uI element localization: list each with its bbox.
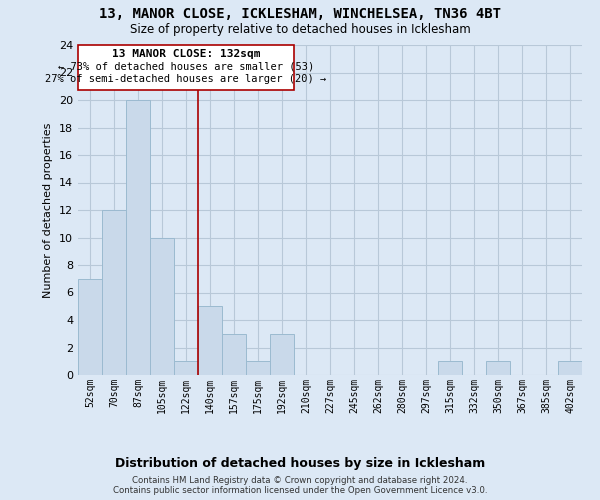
Text: Contains HM Land Registry data © Crown copyright and database right 2024.
Contai: Contains HM Land Registry data © Crown c… <box>113 476 487 495</box>
Text: 27% of semi-detached houses are larger (20) →: 27% of semi-detached houses are larger (… <box>46 74 326 84</box>
Bar <box>198 306 222 375</box>
Bar <box>558 361 582 375</box>
Text: 13 MANOR CLOSE: 132sqm: 13 MANOR CLOSE: 132sqm <box>112 49 260 59</box>
Bar <box>150 238 174 375</box>
Bar <box>270 334 294 375</box>
Bar <box>126 100 150 375</box>
Text: Size of property relative to detached houses in Icklesham: Size of property relative to detached ho… <box>130 22 470 36</box>
Bar <box>174 361 198 375</box>
Text: Distribution of detached houses by size in Icklesham: Distribution of detached houses by size … <box>115 458 485 470</box>
Bar <box>486 361 510 375</box>
Bar <box>438 361 462 375</box>
Bar <box>246 361 270 375</box>
Bar <box>78 279 102 375</box>
Text: ← 73% of detached houses are smaller (53): ← 73% of detached houses are smaller (53… <box>58 62 314 72</box>
Text: 13, MANOR CLOSE, ICKLESHAM, WINCHELSEA, TN36 4BT: 13, MANOR CLOSE, ICKLESHAM, WINCHELSEA, … <box>99 8 501 22</box>
FancyBboxPatch shape <box>78 45 294 90</box>
Bar <box>222 334 246 375</box>
Y-axis label: Number of detached properties: Number of detached properties <box>43 122 53 298</box>
Bar <box>102 210 126 375</box>
